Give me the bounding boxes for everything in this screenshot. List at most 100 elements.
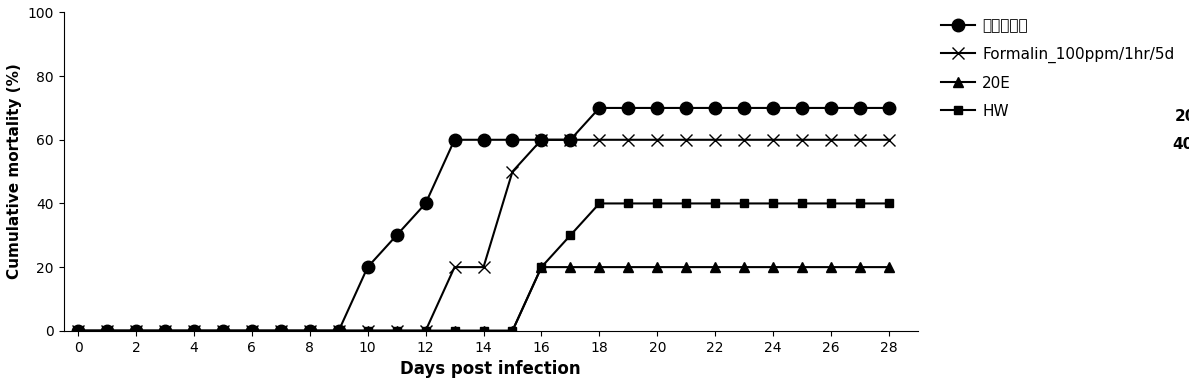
Formalin_100ppm/1hr/5d [650,137,665,142]
Formalin_100ppm/1hr/5d [853,137,867,142]
감염대조구 [795,105,810,110]
감염대조구 [187,328,201,333]
HW [737,201,751,206]
Text: 20%: 20% [1175,109,1189,124]
Formalin_100ppm/1hr/5d [824,137,838,142]
HW [650,201,665,206]
감염대조구 [853,105,867,110]
감염대조구 [100,328,114,333]
Formalin_100ppm/1hr/5d [447,265,461,270]
20E [505,328,520,333]
HW [187,328,201,333]
HW [158,328,172,333]
감염대조구 [505,137,520,142]
HW [795,201,810,206]
Formalin_100ppm/1hr/5d [390,328,404,333]
감염대조구 [419,201,433,206]
Formalin_100ppm/1hr/5d [621,137,635,142]
Y-axis label: Cumulative mortality (%): Cumulative mortality (%) [7,64,21,280]
Formalin_100ppm/1hr/5d [100,328,114,333]
HW [766,201,780,206]
20E [592,265,606,270]
HW [621,201,635,206]
감염대조구 [737,105,751,110]
Formalin_100ppm/1hr/5d [795,137,810,142]
HW [592,201,606,206]
20E [303,328,317,333]
감염대조구 [709,105,723,110]
20E [273,328,288,333]
감염대조구 [824,105,838,110]
HW [853,201,867,206]
Formalin_100ppm/1hr/5d [882,137,897,142]
HW [419,328,433,333]
Line: Formalin_100ppm/1hr/5d: Formalin_100ppm/1hr/5d [73,134,894,336]
감염대조구 [71,328,86,333]
감염대조구 [245,328,259,333]
20E [447,328,461,333]
Formalin_100ppm/1hr/5d [273,328,288,333]
HW [505,328,520,333]
20E [737,265,751,270]
Formalin_100ppm/1hr/5d [360,328,375,333]
Formalin_100ppm/1hr/5d [245,328,259,333]
Formalin_100ppm/1hr/5d [419,328,433,333]
감염대조구 [534,137,548,142]
20E [795,265,810,270]
HW [128,328,143,333]
Formalin_100ppm/1hr/5d [679,137,693,142]
20E [824,265,838,270]
감염대조구 [592,105,606,110]
감염대조구 [215,328,229,333]
20E [390,328,404,333]
감염대조구 [360,265,375,270]
Formalin_100ppm/1hr/5d [505,169,520,174]
감염대조구 [158,328,172,333]
20E [650,265,665,270]
Formalin_100ppm/1hr/5d [766,137,780,142]
20E [853,265,867,270]
HW [564,233,578,238]
HW [390,328,404,333]
감염대조구 [564,137,578,142]
Formalin_100ppm/1hr/5d [737,137,751,142]
Formalin_100ppm/1hr/5d [158,328,172,333]
Line: HW: HW [74,199,893,335]
감염대조구 [273,328,288,333]
감염대조구 [303,328,317,333]
HW [709,201,723,206]
HW [303,328,317,333]
Formalin_100ppm/1hr/5d [215,328,229,333]
HW [447,328,461,333]
20E [621,265,635,270]
20E [477,328,491,333]
HW [882,201,897,206]
X-axis label: Days post infection: Days post infection [401,360,581,378]
감염대조구 [332,328,346,333]
Formalin_100ppm/1hr/5d [128,328,143,333]
20E [245,328,259,333]
HW [245,328,259,333]
감염대조구 [650,105,665,110]
Formalin_100ppm/1hr/5d [71,328,86,333]
감염대조구 [766,105,780,110]
Legend: 감염대조구, Formalin_100ppm/1hr/5d, 20E, HW: 감염대조구, Formalin_100ppm/1hr/5d, 20E, HW [935,12,1181,125]
Formalin_100ppm/1hr/5d [187,328,201,333]
Formalin_100ppm/1hr/5d [709,137,723,142]
HW [100,328,114,333]
HW [215,328,229,333]
HW [824,201,838,206]
감염대조구 [128,328,143,333]
감염대조구 [477,137,491,142]
HW [332,328,346,333]
Formalin_100ppm/1hr/5d [564,137,578,142]
감염대조구 [679,105,693,110]
20E [766,265,780,270]
20E [187,328,201,333]
Text: 40%: 40% [1172,137,1189,152]
Formalin_100ppm/1hr/5d [477,265,491,270]
Formalin_100ppm/1hr/5d [303,328,317,333]
20E [419,328,433,333]
HW [534,265,548,270]
20E [882,265,897,270]
